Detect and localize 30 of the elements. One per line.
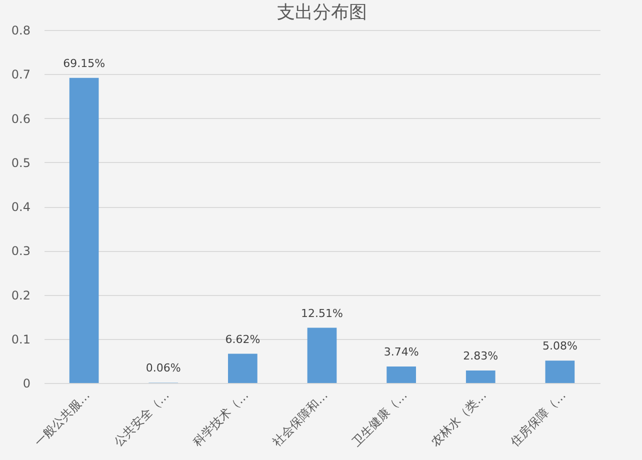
x-tick-label: 农林水（类…: [428, 388, 490, 449]
y-tick-label: 0.4: [11, 200, 30, 214]
bar: [307, 328, 337, 383]
y-tick-label: 0.7: [11, 68, 30, 82]
y-tick-label: 0.5: [11, 156, 30, 170]
chart-title: 支出分布图: [277, 2, 367, 23]
y-tick-label: 0.1: [11, 332, 30, 346]
bar: [69, 78, 99, 383]
data-label: 6.62%: [225, 332, 260, 346]
bar: [545, 360, 575, 383]
y-tick-label: 0.8: [11, 24, 30, 38]
x-tick-label: 社会保障和…: [270, 388, 330, 449]
y-tick-label: 0.3: [11, 244, 30, 258]
x-tick-label: 科学技术（…: [190, 388, 252, 449]
x-tick-label: 卫生健康（…: [348, 388, 410, 449]
bar: [228, 354, 258, 383]
data-label: 2.83%: [463, 350, 498, 363]
x-tick-label: 住房保障（…: [506, 388, 568, 450]
data-label: 3.74%: [384, 345, 419, 358]
x-tick-label: 公共安全（…: [111, 388, 172, 449]
data-label: 5.08%: [542, 340, 578, 353]
data-label: 0.06%: [146, 362, 181, 375]
data-label: 69.15%: [63, 56, 106, 70]
data-label: 12.51%: [301, 306, 343, 320]
bar: [466, 370, 496, 383]
y-tick-label: 0.6: [11, 112, 30, 126]
x-tick-label: 一般公共服…: [32, 388, 93, 449]
bar: [386, 366, 416, 383]
y-tick-label: 0.2: [11, 288, 30, 302]
y-tick-label: 0: [22, 376, 30, 390]
